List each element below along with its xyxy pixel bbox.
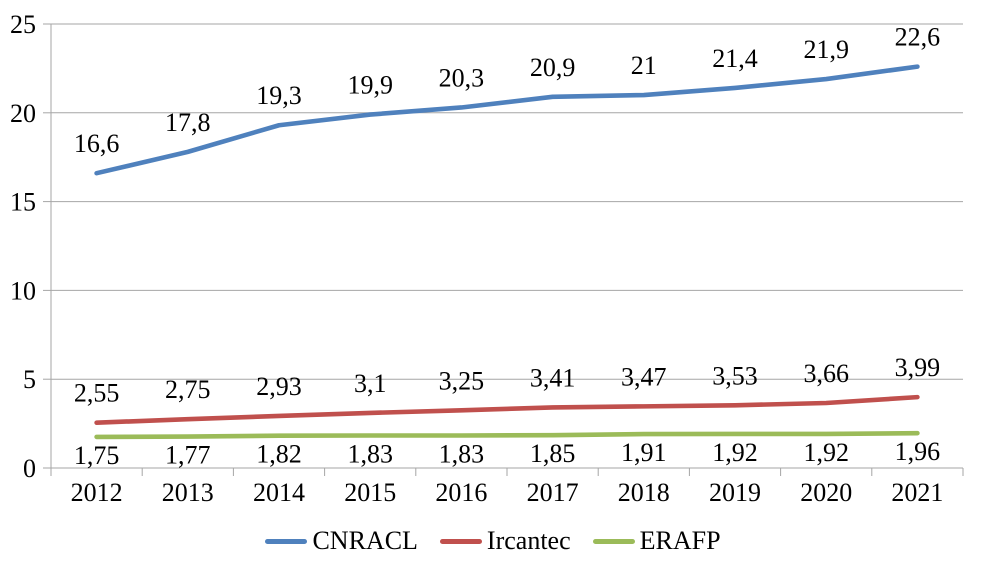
data-label-erafp: 1,96 — [895, 437, 941, 466]
y-tick-label: 10 — [10, 276, 36, 305]
data-label-erafp: 1,91 — [621, 438, 667, 467]
y-tick-label: 0 — [23, 454, 36, 483]
x-tick-label: 2015 — [344, 478, 396, 507]
legend-swatch-ircantec — [439, 538, 482, 544]
chart-plot-area: 0 5 10 15 20 25 2012 2013 2014 2015 2016 2017 2018 20… — [10, 10, 964, 507]
data-label-erafp: 1,83 — [347, 439, 393, 468]
legend-item-cnracl: CNRACL — [265, 526, 418, 556]
y-tick-label: 20 — [10, 99, 36, 128]
chart-legend: CNRACL Ircantec ERAFP — [0, 526, 986, 556]
data-label-cnracl: 16,6 — [74, 129, 120, 158]
x-tick-label: 2013 — [162, 478, 214, 507]
data-label-erafp: 1,75 — [74, 441, 120, 470]
legend-item-erafp: ERAFP — [592, 526, 721, 556]
x-tick-label: 2018 — [618, 478, 670, 507]
data-label-ircantec: 3,25 — [439, 366, 485, 395]
data-label-cnracl: 19,9 — [347, 71, 393, 100]
data-label-erafp: 1,85 — [530, 439, 576, 468]
y-tick-label: 15 — [10, 188, 36, 217]
data-label-erafp: 1,92 — [712, 438, 758, 467]
legend-item-ircantec: Ircantec — [439, 526, 571, 556]
x-tick-label: 2019 — [709, 478, 761, 507]
data-label-ircantec: 3,53 — [712, 361, 758, 390]
data-label-ircantec: 2,75 — [165, 375, 211, 404]
data-label-cnracl: 20,9 — [530, 53, 576, 82]
data-label-erafp: 1,82 — [256, 440, 302, 469]
data-label-ircantec: 3,66 — [803, 359, 849, 388]
series-line-ircantec — [94, 394, 920, 426]
x-tick-label: 2021 — [891, 478, 943, 507]
x-tick-label: 2014 — [253, 478, 305, 507]
data-label-erafp: 1,77 — [165, 441, 211, 470]
data-label-ircantec: 3,99 — [895, 353, 941, 382]
data-label-ircantec: 3,1 — [354, 369, 387, 398]
data-label-cnracl: 19,3 — [256, 81, 302, 110]
legend-swatch-cnracl — [265, 538, 308, 544]
legend-swatch-erafp — [592, 538, 635, 544]
legend-label-erafp: ERAFP — [639, 526, 721, 555]
series-line-cnracl — [94, 64, 920, 176]
x-tick-label: 2017 — [527, 478, 579, 507]
x-tick-label: 2020 — [800, 478, 852, 507]
data-label-erafp: 1,92 — [803, 438, 849, 467]
data-label-ircantec: 2,55 — [74, 379, 120, 408]
data-label-ircantec: 3,41 — [530, 363, 576, 392]
data-label-cnracl: 20,3 — [439, 63, 485, 92]
legend-label-ircantec: Ircantec — [486, 526, 571, 555]
y-tick-label: 5 — [23, 365, 36, 394]
data-label-cnracl: 21 — [631, 51, 657, 80]
data-label-ircantec: 3,47 — [621, 362, 667, 391]
y-tick-label: 25 — [10, 10, 36, 39]
legend-label-cnracl: CNRACL — [312, 526, 418, 555]
data-label-cnracl: 17,8 — [165, 108, 211, 137]
data-label-ircantec: 2,93 — [256, 372, 302, 401]
data-label-cnracl: 21,4 — [712, 44, 758, 73]
x-tick-label: 2016 — [435, 478, 487, 507]
data-label-cnracl: 21,9 — [803, 35, 849, 64]
data-label-erafp: 1,83 — [439, 439, 485, 468]
x-tick-label: 2012 — [71, 478, 123, 507]
data-label-cnracl: 22,6 — [895, 23, 941, 52]
series-line-erafp — [94, 430, 920, 440]
